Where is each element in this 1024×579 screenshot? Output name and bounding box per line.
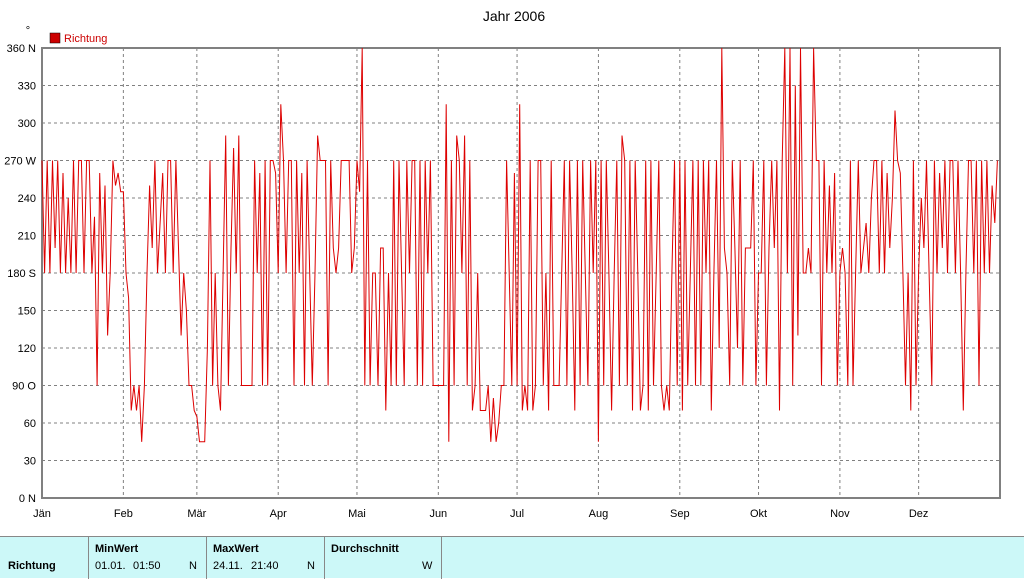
y-tick-label: 120 — [18, 343, 36, 355]
stats-label-col: Richtung — [0, 537, 89, 579]
y-tick-label: 270 W — [4, 156, 36, 168]
max-dir: N — [307, 560, 315, 572]
max-date: 24.11. — [213, 560, 243, 572]
y-tick-label: 180 S — [7, 268, 36, 280]
max-header: MaxWert — [213, 543, 259, 555]
stats-row-label: Richtung — [8, 560, 56, 572]
y-axis-ticks: 360 N 330 300 270 W 240 210 180 S 150 120 90 O 60 3… — [4, 43, 36, 505]
y-tick-label: 150 — [18, 306, 36, 318]
y-tick-label: 90 O — [12, 381, 36, 393]
x-tick-label: Nov — [830, 508, 850, 520]
chart-title: Jahr 2006 — [483, 8, 545, 24]
min-header: MinWert — [95, 543, 139, 555]
x-tick-label: Dez — [909, 508, 929, 520]
stats-panel: Richtung MinWert 01.01. 01:50 N MaxWert … — [0, 536, 1024, 579]
legend-label: Richtung — [64, 33, 107, 45]
y-tick-label: 30 — [24, 456, 36, 468]
x-tick-label: Jun — [429, 508, 447, 520]
series-line-richtung — [41, 47, 998, 443]
y-tick-label: 240 — [18, 193, 36, 205]
unit-label: ° — [26, 25, 30, 37]
min-date: 01.01. — [95, 560, 126, 572]
legend-swatch — [49, 32, 61, 44]
y-tick-label: 330 — [18, 81, 36, 93]
max-time: 21:40 — [251, 560, 279, 572]
x-tick-label: Mär — [187, 508, 206, 520]
x-axis-ticks: Jän Feb Mär Apr Mai Jun Jul Aug Sep Okt Nov Dez — [33, 508, 928, 520]
x-tick-label: Sep — [670, 508, 690, 520]
x-tick-label: Mai — [348, 508, 366, 520]
min-dir: N — [189, 560, 197, 572]
min-time: 01:50 — [133, 560, 161, 572]
x-tick-label: Okt — [750, 508, 767, 520]
x-tick-label: Aug — [589, 508, 609, 520]
stats-min-col: MinWert 01.01. 01:50 N — [89, 537, 207, 579]
y-tick-label: 360 N — [7, 43, 36, 55]
y-tick-label: 300 — [18, 118, 36, 130]
avg-dir: W — [422, 560, 433, 572]
y-tick-label: 210 — [18, 231, 36, 243]
y-tick-label: 0 N — [19, 493, 36, 505]
x-tick-label: Apr — [270, 508, 287, 520]
stats-max-col: MaxWert 24.11. 21:40 N — [207, 537, 325, 579]
stats-avg-col: Durchschnitt W — [325, 537, 442, 579]
y-tick-label: 60 — [24, 418, 36, 430]
x-tick-label: Jul — [510, 508, 524, 520]
x-tick-label: Feb — [114, 508, 133, 520]
x-tick-label: Jän — [33, 508, 51, 520]
avg-header: Durchschnitt — [331, 543, 399, 555]
wind-direction-chart: Jahr 2006 ° Richtung 360 N 330 300 270 W 240… — [4, 8, 1001, 520]
